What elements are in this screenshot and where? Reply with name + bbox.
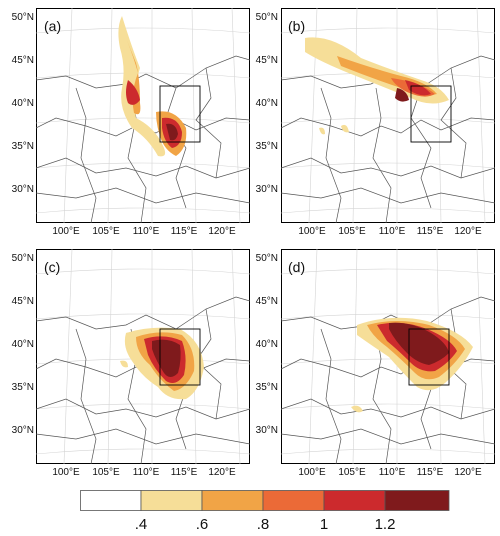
lat-label: 35°N [11, 141, 34, 152]
lat-label: 35°N [11, 382, 34, 393]
lon-label: 105°E [92, 226, 120, 237]
province-borders [36, 55, 250, 223]
lon-label: 110°E [378, 226, 406, 237]
colorbar-swatch-5 [384, 490, 450, 511]
colorbar-tick-label: 1.2 [374, 516, 396, 533]
colorbar-tick-label: .8 [256, 516, 270, 533]
lon-label: 120°E [454, 467, 482, 478]
lat-label: 45°N [255, 296, 278, 307]
graticule [36, 249, 250, 464]
province-borders [281, 55, 495, 223]
study-region-box [410, 85, 452, 143]
lat-label: 40°N [11, 339, 34, 350]
colorbar-swatches [80, 490, 450, 511]
colorbar-swatch-4 [323, 490, 386, 511]
lon-label: 120°E [208, 226, 236, 237]
lon-label: 120°E [208, 467, 236, 478]
lon-label: 115°E [170, 467, 198, 478]
lon-label: 120°E [454, 226, 482, 237]
aod-field [305, 37, 449, 135]
lat-label: 50°N [255, 12, 278, 23]
lat-label: 30°N [11, 425, 34, 436]
lat-label: 50°N [11, 253, 34, 264]
study-region-box [159, 85, 201, 143]
lat-label: 50°N [11, 12, 34, 23]
graticule [36, 8, 250, 223]
graticule [281, 249, 495, 464]
lat-label: 45°N [11, 55, 34, 66]
lon-label: 110°E [378, 467, 406, 478]
colorbar-swatch-0 [80, 490, 142, 511]
colorbar-swatch-2 [201, 490, 264, 511]
panel-label: (a) [44, 18, 62, 34]
colorbar-swatch-3 [262, 490, 325, 511]
lat-label: 30°N [11, 184, 34, 195]
lat-label: 35°N [255, 382, 278, 393]
aod-field [120, 327, 204, 400]
colorbar-tick-label: 1 [319, 516, 329, 533]
lon-label: 115°E [416, 467, 444, 478]
lon-label: 110°E [132, 226, 160, 237]
lon-label: 105°E [338, 226, 366, 237]
map-b [281, 8, 495, 223]
lon-label: 105°E [338, 467, 366, 478]
panel-label: (c) [44, 259, 61, 275]
lon-label: 100°E [52, 467, 80, 478]
colorbar-swatch-1 [140, 490, 203, 511]
lon-label: 115°E [170, 226, 198, 237]
lon-label: 105°E [92, 467, 120, 478]
lat-label: 35°N [255, 141, 278, 152]
map-c [36, 249, 250, 464]
colorbar-tick-label: .6 [195, 516, 209, 533]
study-region-box [408, 328, 450, 386]
lat-label: 50°N [255, 253, 278, 264]
map-a [36, 8, 250, 223]
lat-label: 45°N [255, 55, 278, 66]
study-region-box [159, 328, 201, 386]
lat-label: 40°N [255, 98, 278, 109]
lon-label: 100°E [298, 226, 326, 237]
lat-label: 30°N [255, 184, 278, 195]
lon-label: 100°E [298, 467, 326, 478]
lon-label: 100°E [52, 226, 80, 237]
colorbar-tick-label: .4 [134, 516, 148, 533]
lat-label: 45°N [11, 296, 34, 307]
lat-label: 30°N [255, 425, 278, 436]
aod-field [351, 317, 473, 413]
lat-label: 40°N [11, 98, 34, 109]
panel-label: (b) [288, 18, 306, 34]
aod-field [118, 16, 187, 157]
panel-label: (d) [288, 259, 306, 275]
map-d [281, 249, 495, 464]
lon-label: 110°E [132, 467, 160, 478]
lon-label: 115°E [416, 226, 444, 237]
lat-label: 40°N [255, 339, 278, 350]
